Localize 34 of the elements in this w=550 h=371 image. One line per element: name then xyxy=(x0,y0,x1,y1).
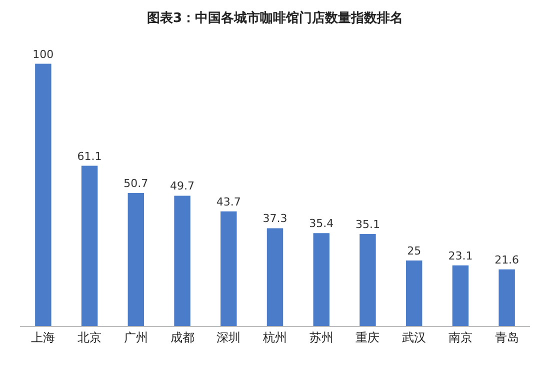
data-label: 23.1 xyxy=(448,249,473,262)
x-tick-label: 杭州 xyxy=(262,330,287,344)
data-label: 25 xyxy=(407,244,422,258)
data-label: 21.6 xyxy=(494,253,520,266)
x-tick-label: 深圳 xyxy=(216,330,241,344)
bar xyxy=(220,211,237,326)
x-tick-label: 上海 xyxy=(31,330,56,344)
bar xyxy=(35,64,52,326)
bar xyxy=(128,193,144,326)
data-label: 37.3 xyxy=(262,212,288,226)
bar xyxy=(406,260,422,326)
data-label: 35.1 xyxy=(355,218,380,231)
bar xyxy=(266,228,284,326)
data-label: 100 xyxy=(32,48,54,61)
x-tick-label: 青岛 xyxy=(494,330,519,344)
bar xyxy=(81,166,98,326)
bar xyxy=(313,233,330,326)
chart-title: 图表3：中国各城市咖啡馆门店数量指数排名 xyxy=(146,10,404,26)
data-label: 35.4 xyxy=(309,217,334,230)
bar xyxy=(174,196,190,326)
data-label: 61.1 xyxy=(77,150,102,163)
x-tick-label: 苏州 xyxy=(309,330,334,344)
x-tick-label: 广州 xyxy=(124,330,148,344)
data-label: 50.7 xyxy=(124,177,148,190)
x-tick-label: 成都 xyxy=(170,330,194,344)
x-tick-label: 武汉 xyxy=(402,330,426,344)
x-tick-label: 南京 xyxy=(448,330,472,344)
bar xyxy=(452,265,469,326)
data-label: 49.7 xyxy=(170,180,195,193)
bar xyxy=(360,234,376,326)
x-tick-label: 重庆 xyxy=(356,330,380,344)
data-label: 43.7 xyxy=(216,195,241,208)
x-tick-label: 北京 xyxy=(78,330,102,344)
bar xyxy=(498,269,515,326)
